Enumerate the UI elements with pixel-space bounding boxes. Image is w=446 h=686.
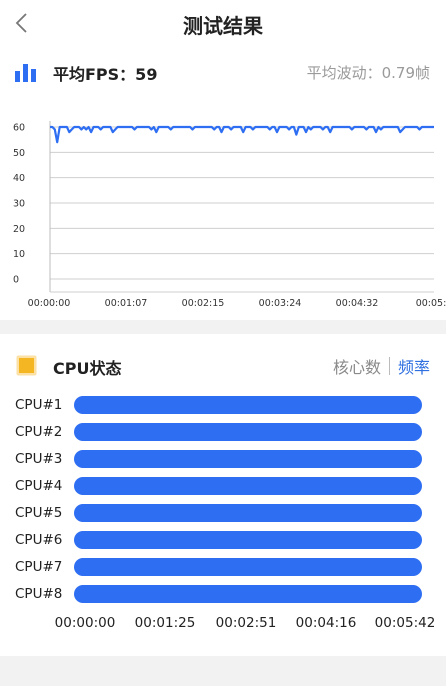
x-tick-label: 00:03:24	[259, 298, 302, 309]
cpu-frequency-bar	[74, 477, 422, 495]
x-tick-label: 00:04:32	[336, 298, 379, 309]
avg-fps-label: 平均FPS：59	[53, 65, 158, 84]
cpu-frequency-bar	[74, 558, 422, 576]
cpu-row-label: CPU#5	[15, 505, 63, 521]
cpu-row-7: CPU#7	[0, 554, 446, 581]
cpu-row-label: CPU#6	[15, 532, 63, 548]
tab-frequency[interactable]: 频率	[397, 358, 430, 377]
bar-chart-icon	[15, 64, 36, 82]
tab-core-count[interactable]: 核心数	[332, 358, 381, 377]
y-tick-label: 0	[13, 275, 19, 286]
chart-y-tick-labels: 60 50 40 30 20 10 0	[13, 123, 25, 286]
cpu-row-6: CPU#6	[0, 527, 446, 554]
cpu-row-label: CPU#7	[15, 559, 63, 575]
cpu-row-3: CPU#3	[0, 446, 446, 473]
x-tick-label: 00:02:15	[182, 298, 225, 309]
page-title: 测试结果	[183, 14, 263, 38]
fps-header: 平均FPS：59 平均波动：0.79帧	[0, 46, 446, 98]
cpu-frequency-bar	[74, 396, 422, 414]
cpu-row-label: CPU#3	[15, 451, 63, 467]
cpu-row-label: CPU#4	[15, 478, 63, 494]
y-tick-label: 30	[13, 199, 25, 210]
fps-section: 平均FPS：59 平均波动：0.79帧 60 50 40 30 20 10 0 00:00:…	[0, 46, 446, 320]
cpu-row-label: CPU#2	[15, 424, 63, 440]
cpu-status-title: CPU状态	[53, 359, 122, 378]
chevron-left-icon	[15, 13, 27, 33]
cpu-frequency-bar	[74, 531, 422, 549]
cpu-frequency-bar	[74, 450, 422, 468]
cpu-core-list: CPU#1 CPU#2 CPU#3 CPU#4 CPU#5 CPU#6 CPU#…	[0, 392, 446, 608]
cpu-frequency-bar	[74, 423, 422, 441]
y-tick-label: 40	[13, 173, 25, 184]
cpu-chip-icon	[16, 355, 37, 376]
cpu-row-2: CPU#2	[0, 419, 446, 446]
cpu-time-label: 00:00:00	[54, 615, 116, 631]
bottom-spacer	[0, 656, 446, 686]
y-tick-label: 10	[13, 249, 25, 260]
y-tick-label: 50	[13, 148, 25, 159]
cpu-row-5: CPU#5	[0, 500, 446, 527]
x-tick-label: 00:00:00	[28, 298, 71, 309]
cpu-row-4: CPU#4	[0, 473, 446, 500]
cpu-row-label: CPU#8	[15, 586, 63, 602]
cpu-time-label: 00:05:42	[374, 615, 436, 631]
tab-separator	[388, 357, 390, 375]
cpu-tabs: 核心数 频率	[333, 354, 430, 378]
cpu-frequency-bar	[74, 504, 422, 522]
cpu-time-axis: 00:00:00 00:01:25 00:02:51 00:04:16 00:0…	[0, 615, 446, 635]
chart-x-tick-labels: 00:00:00 00:01:07 00:02:15 00:03:24 00:04:32…	[28, 298, 446, 309]
y-tick-label: 60	[13, 123, 25, 134]
cpu-row-label: CPU#1	[15, 397, 63, 413]
avg-fluctuation-label: 平均波动：0.79帧	[306, 64, 430, 82]
section-divider	[0, 320, 446, 334]
cpu-time-label: 00:01:25	[134, 615, 196, 631]
cpu-section: CPU状态 核心数 频率 CPU#1 CPU#2 CPU#3 CPU#4 CPU…	[0, 334, 446, 656]
cpu-row-1: CPU#1	[0, 392, 446, 419]
cpu-time-label: 00:04:16	[295, 615, 357, 631]
cpu-row-8: CPU#8	[0, 581, 446, 608]
cpu-time-label: 00:02:51	[215, 615, 277, 631]
x-tick-label: 00:01:07	[105, 298, 148, 309]
x-tick-label: 00:05:4	[416, 298, 446, 309]
chart-gridlines	[49, 121, 434, 293]
back-button[interactable]	[8, 9, 36, 37]
fps-series-line	[50, 125, 434, 144]
top-bar: 测试结果	[0, 0, 446, 46]
y-tick-label: 20	[13, 224, 25, 235]
cpu-frequency-bar	[74, 585, 422, 603]
